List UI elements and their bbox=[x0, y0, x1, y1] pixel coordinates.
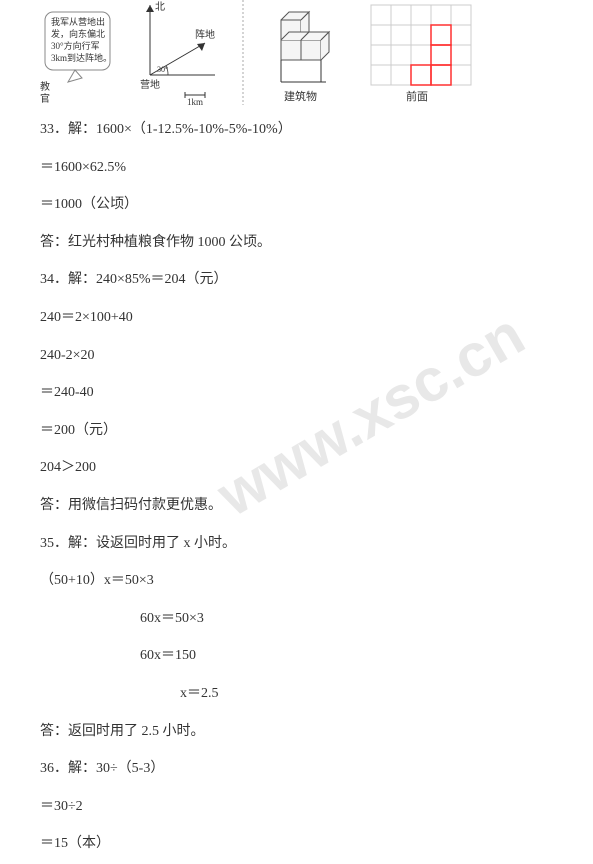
grid-label: 前面 bbox=[406, 89, 428, 103]
p35-line1: 35．解：设返回时用了 x 小时。 bbox=[40, 534, 553, 554]
p34-line2: 240＝2×100+40 bbox=[40, 308, 553, 328]
grid-diagram: 前面 bbox=[366, 0, 476, 105]
east-label: 阵地 bbox=[195, 28, 215, 41]
p34-line4: ＝240-40 bbox=[40, 383, 553, 403]
p34-line5: ＝200（元） bbox=[40, 421, 553, 441]
p33-line2: ＝1600×62.5% bbox=[40, 158, 553, 178]
p35-line3: 60x＝50×3 bbox=[40, 609, 553, 629]
p36-line3: ＝15（本） bbox=[40, 834, 553, 854]
p35-line4: 60x＝150 bbox=[40, 646, 553, 666]
compass-diagram: 我军从营地出 发，向东偏北 30°方向行军 3km到达阵地。 教 官 北 阵地 … bbox=[40, 0, 220, 105]
main-content: 我军从营地出 发，向东偏北 30°方向行军 3km到达阵地。 教 官 北 阵地 … bbox=[40, 0, 553, 854]
south-label: 营地 bbox=[140, 78, 160, 91]
p36-line1: 36．解：30÷（5-3） bbox=[40, 759, 553, 779]
angle-label: 30° bbox=[157, 65, 168, 74]
north-label: 北 bbox=[155, 1, 165, 13]
bubble-line4: 3km到达阵地。 bbox=[51, 52, 112, 63]
p34-line7: 答：用微信扫码付款更优惠。 bbox=[40, 496, 553, 516]
blocks-diagram: 建筑物 bbox=[266, 0, 346, 105]
bubble-line1: 我军从营地出 bbox=[51, 16, 105, 27]
p33-line3: ＝1000（公顷） bbox=[40, 195, 553, 215]
p34-line1: 34．解：240×85%＝204（元） bbox=[40, 270, 553, 290]
officer-label: 教 bbox=[40, 80, 50, 93]
p35-line6: 答：返回时用了 2.5 小时。 bbox=[40, 722, 553, 742]
p34-line6: 204＞200 bbox=[40, 458, 553, 478]
p34-line3: 240-2×20 bbox=[40, 346, 553, 366]
diagram-row: 我军从营地出 发，向东偏北 30°方向行军 3km到达阵地。 教 官 北 阵地 … bbox=[40, 0, 553, 105]
bubble-line3: 30°方向行军 bbox=[51, 40, 100, 51]
p33-line4: 答：红光村种植粮食作物 1000 公顷。 bbox=[40, 233, 553, 253]
bubble-line2: 发，向东偏北 bbox=[51, 28, 105, 39]
p35-line2: （50+10）x＝50×3 bbox=[40, 571, 553, 591]
p35-line5: x＝2.5 bbox=[40, 684, 553, 704]
scale-label: 1km bbox=[187, 97, 203, 105]
divider-icon bbox=[240, 0, 246, 105]
p36-line2: ＝30÷2 bbox=[40, 797, 553, 817]
officer-label2: 官 bbox=[40, 92, 50, 105]
blocks-label: 建筑物 bbox=[284, 89, 317, 103]
p33-line1: 33．解：1600×（1-12.5%-10%-5%-10%） bbox=[40, 120, 553, 140]
